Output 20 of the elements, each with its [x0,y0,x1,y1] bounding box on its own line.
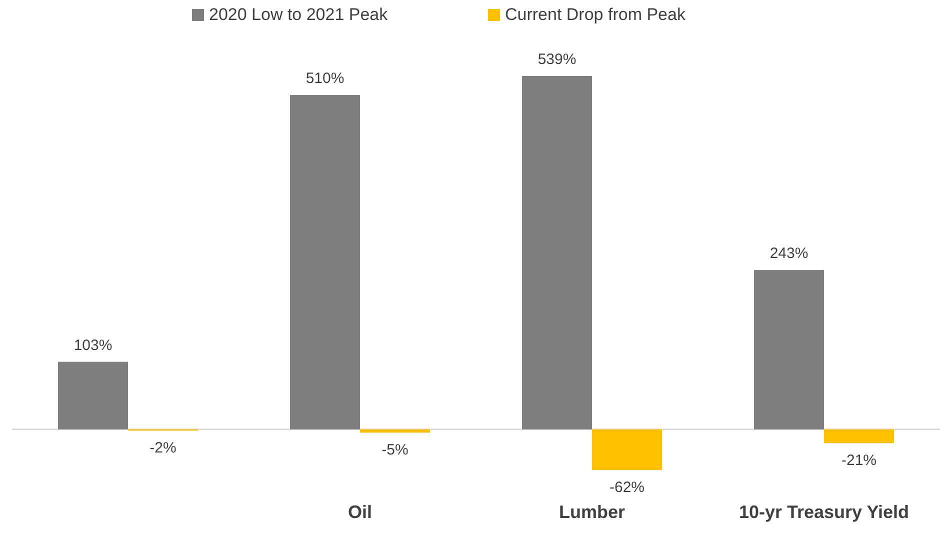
x-tick-label: 10-yr Treasury Yield [738,502,910,522]
bar [58,362,128,430]
bar [290,95,360,430]
data-label: -5% [382,442,408,459]
bar [824,429,894,444]
bar [522,76,592,430]
data-label: 510% [306,70,344,88]
data-label: 539% [538,51,576,68]
data-label: 243% [770,245,808,262]
x-tick-label: Lumber [558,502,626,522]
data-label: -21% [841,452,877,470]
legend-label: 2020 Low to 2021 Peak [209,5,388,24]
legend-label: Current Drop from Peak [505,5,686,24]
bar [592,429,662,470]
bar [754,270,824,430]
data-label: -62% [609,479,645,496]
data-label: -2% [150,440,176,457]
x-tick-label: Oil [348,502,372,522]
data-label: 103% [74,336,112,354]
bar [360,429,430,433]
